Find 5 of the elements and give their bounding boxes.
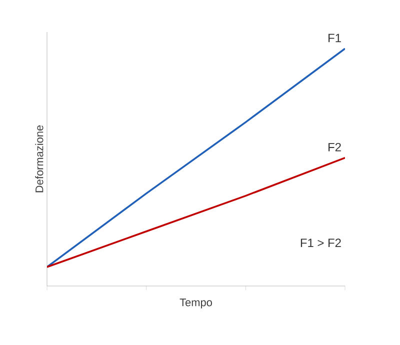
y-axis-title: Deformazione xyxy=(35,125,44,192)
annotation: F1 > F2 xyxy=(300,238,341,247)
series-label: F1 xyxy=(328,34,341,42)
x-axis-title: Tempo xyxy=(180,298,212,308)
series-label: F2 xyxy=(328,142,341,152)
